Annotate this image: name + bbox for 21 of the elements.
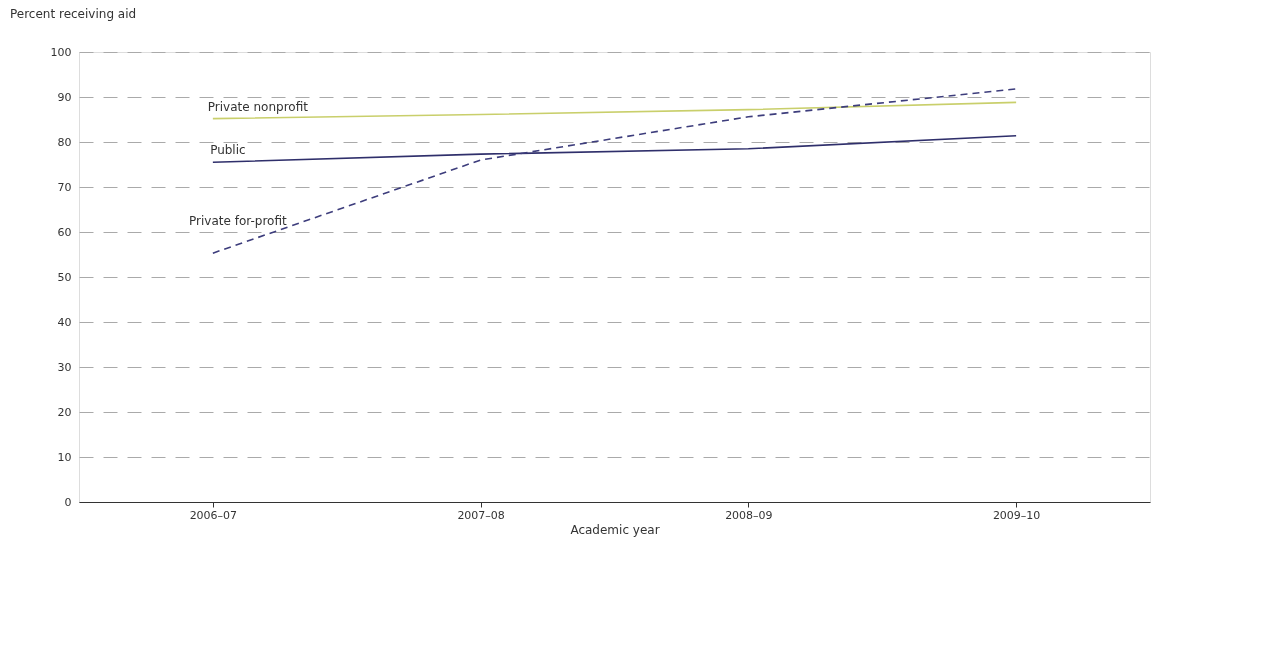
y-tick-label: 80	[57, 135, 72, 149]
y-tick-label: 40	[57, 315, 72, 329]
y-tick-label: 0	[64, 495, 72, 509]
y-tick-label: 50	[57, 270, 72, 284]
line-series	[212, 134, 1017, 164]
y-tick-label: 70	[57, 180, 72, 194]
series-label: Private for-profit	[189, 214, 287, 229]
y-tick-label: 30	[57, 360, 72, 374]
series-label: Private nonprofit	[207, 99, 309, 114]
y-tick-label: 10	[57, 450, 72, 464]
y-axis-title: Percent receiving aid	[10, 7, 137, 21]
y-tick-label: 100	[50, 45, 72, 59]
x-tick-label: 2006–07	[189, 508, 238, 522]
x-tick-label: 2008–09	[725, 508, 773, 522]
y-tick-label: 60	[57, 225, 72, 239]
x-axis-title: Academic year	[570, 522, 660, 537]
y-tick-label: 20	[57, 405, 72, 419]
x-tick-label: 2009–10	[992, 508, 1041, 522]
x-tick-label: 2007–08	[457, 508, 505, 522]
series-label: Public	[210, 143, 246, 158]
y-tick-label: 90	[57, 90, 72, 104]
